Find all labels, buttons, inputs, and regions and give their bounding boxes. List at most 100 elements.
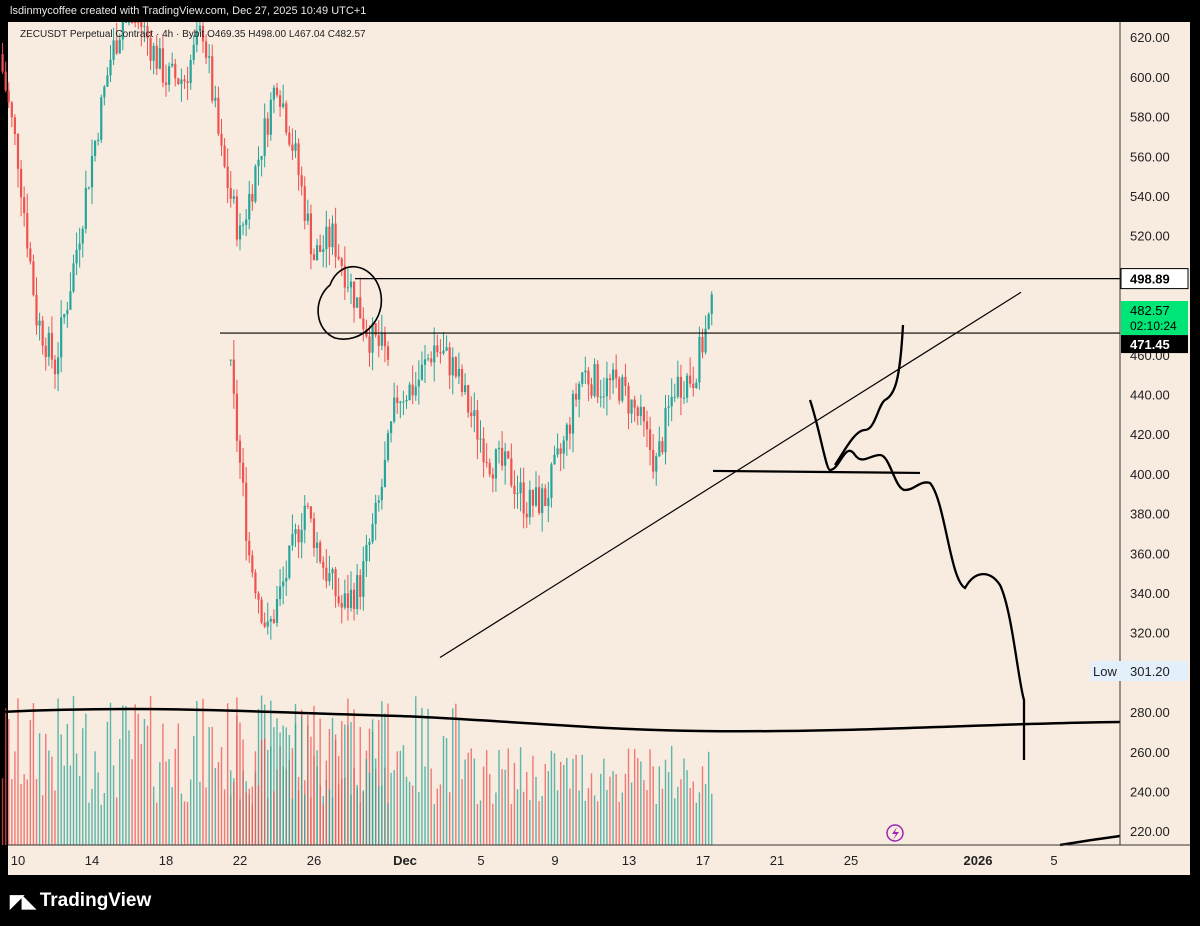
volume-bar — [575, 754, 577, 845]
volume-bar — [362, 790, 365, 845]
moving-average-line — [0, 707, 1121, 733]
volume-bar — [492, 803, 494, 845]
candle-body — [121, 22, 124, 40]
candle-body — [257, 593, 260, 600]
candle-body — [661, 441, 664, 453]
candle-body — [282, 581, 285, 587]
candle-body — [571, 393, 575, 434]
candle-body — [235, 393, 239, 441]
candle-body — [559, 448, 562, 454]
volume-bar — [550, 750, 553, 845]
volume-bar — [350, 722, 352, 845]
volume-bar — [405, 776, 408, 845]
volume-bar — [572, 758, 574, 845]
volume-bar — [707, 751, 710, 845]
candle-body — [667, 406, 670, 408]
price-axis[interactable]: 620.00600.00580.00560.00540.00520.00460.… — [1119, 22, 1170, 845]
volume-bar — [445, 738, 448, 845]
volume-bar — [233, 782, 235, 845]
candle-body — [217, 97, 220, 134]
volume-bar — [54, 790, 56, 845]
volume-bar — [371, 719, 374, 845]
candle-body — [393, 397, 396, 422]
volume-bar — [63, 765, 65, 845]
candle-body — [352, 589, 356, 609]
lightning-icon-bolt — [892, 827, 899, 840]
price-tick-label: 540.00 — [1130, 189, 1170, 204]
price-tick-label: 580.00 — [1130, 110, 1170, 125]
volume-bar — [473, 758, 476, 845]
candle-body — [445, 347, 448, 351]
time-axis[interactable]: 10 14 18 22 26 Dec 5 9 13 17 21 25 2026 5 — [8, 844, 1190, 868]
volume-bar — [168, 759, 170, 845]
volume-bar — [655, 804, 657, 845]
volume-bar — [390, 772, 392, 845]
candle-body — [72, 263, 75, 292]
volume-bar — [399, 750, 402, 845]
volume-bar — [596, 801, 599, 845]
volume-bar — [331, 718, 334, 845]
volume-bar — [578, 790, 580, 845]
candle-body — [334, 569, 337, 597]
candle-body — [414, 386, 417, 396]
candle-body — [223, 145, 226, 167]
volume-bar — [199, 781, 201, 845]
volume-bar — [26, 779, 28, 845]
lightning-icon[interactable] — [886, 824, 904, 842]
candle-body — [596, 364, 599, 397]
volume-bar — [82, 728, 84, 845]
volume-bar — [529, 799, 531, 845]
price-tick-label: 320.00 — [1130, 626, 1170, 641]
volume-bar — [313, 705, 315, 845]
candle-body — [312, 254, 316, 261]
volume-bar — [519, 747, 522, 845]
candle-body — [100, 97, 103, 140]
candle-body — [377, 500, 380, 503]
candle-body — [497, 447, 501, 450]
volume-bar — [307, 715, 309, 845]
volume-bar — [421, 707, 423, 845]
candle-body — [368, 541, 371, 545]
candle-body — [534, 487, 538, 506]
volume-bar — [643, 780, 645, 845]
candle-body — [544, 488, 547, 507]
candle-body — [482, 438, 485, 463]
lower-curve — [1059, 834, 1121, 847]
volume-bar — [152, 786, 155, 845]
candle-body — [430, 358, 433, 363]
volume-bar — [516, 789, 519, 845]
candle-body — [383, 332, 387, 347]
volume-bar — [186, 801, 189, 845]
candle-body — [356, 575, 359, 609]
candle-body — [380, 486, 383, 501]
candle-body — [10, 102, 13, 118]
candle-body — [423, 359, 427, 365]
candle-body — [229, 359, 232, 361]
price-tick-label: 620.00 — [1130, 30, 1170, 45]
volume-bar — [14, 751, 16, 845]
volume-bar — [677, 786, 679, 845]
volume-bar — [535, 776, 537, 845]
volume-bar — [683, 758, 685, 845]
candle-body — [510, 458, 513, 486]
volume-bar — [464, 759, 466, 845]
price-tick-label: 520.00 — [1130, 229, 1170, 244]
volume-bar — [66, 723, 69, 845]
current-price-text: 482.57 — [1130, 303, 1170, 318]
volume-bar — [242, 739, 244, 845]
volume-bar — [140, 743, 143, 845]
candle-body — [171, 63, 174, 67]
candle-body — [331, 223, 334, 248]
countdown-text: 02:10:24 — [1130, 319, 1177, 333]
candle-body — [337, 256, 340, 259]
candle-body — [214, 97, 217, 101]
price-tick-label: 260.00 — [1130, 745, 1170, 760]
candle-body — [507, 451, 510, 459]
volume-bar — [328, 729, 331, 845]
volume-bar — [75, 753, 78, 845]
volume-bar — [593, 795, 596, 845]
price-tick-label: 280.00 — [1130, 705, 1170, 720]
volume-bar — [667, 772, 670, 845]
candle-body — [201, 25, 205, 42]
